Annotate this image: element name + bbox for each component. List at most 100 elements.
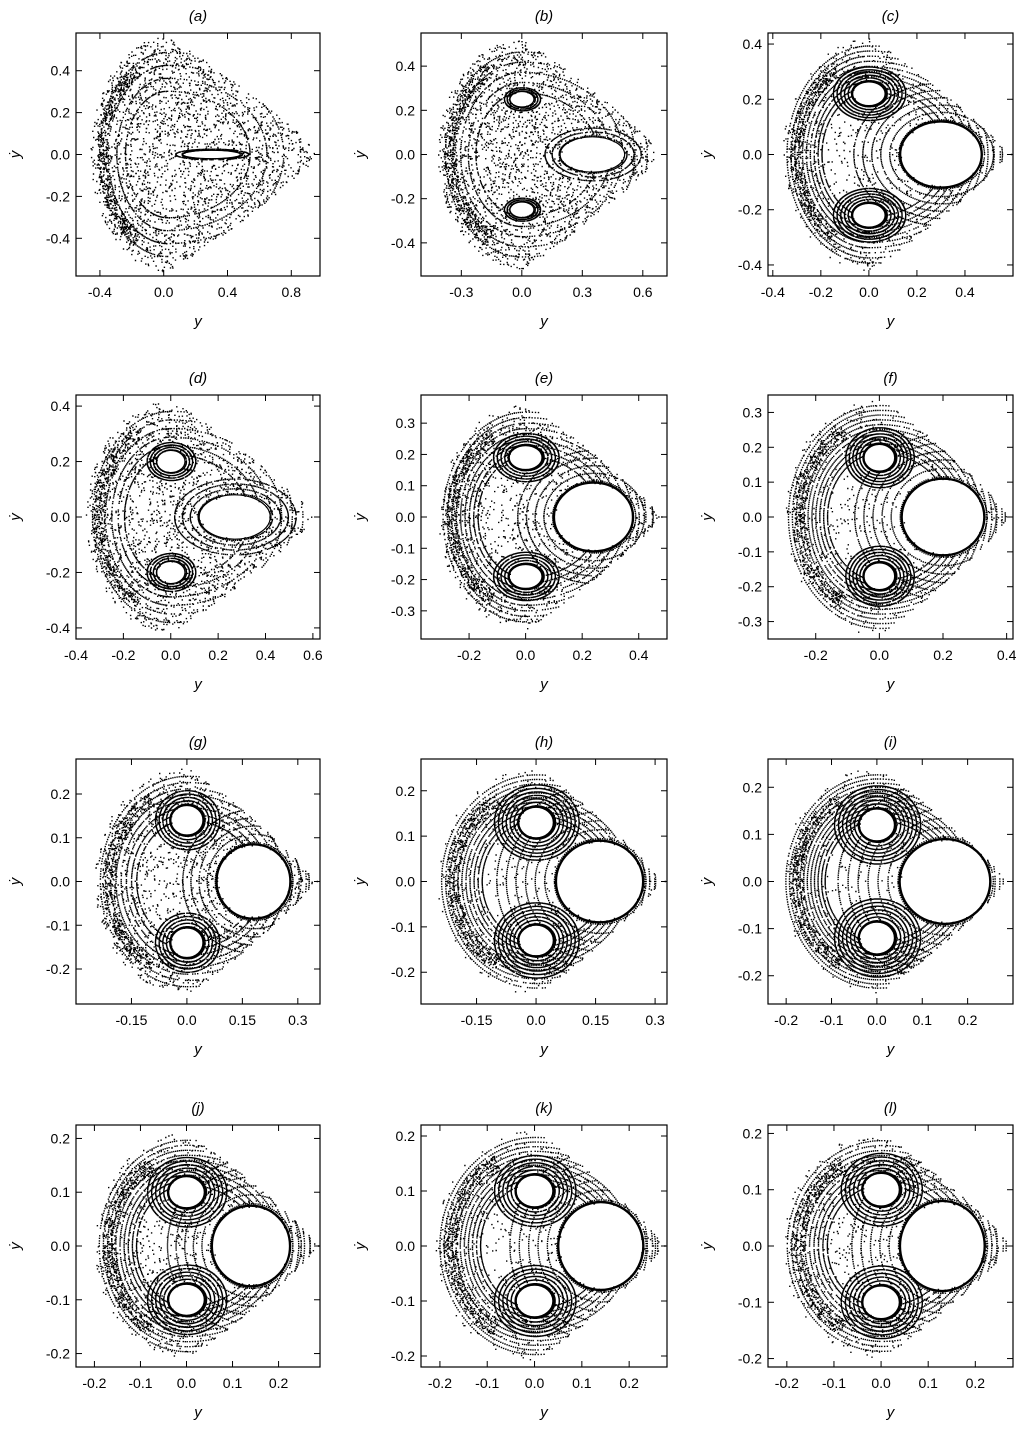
panel-e: (e) y ẏ -0.2 0.0 0.2 0.4 -0.3 -0.2 -0.1 0.0 0.1 0.2 0… xyxy=(352,370,667,693)
x-tick-label: 0.3 xyxy=(645,1012,665,1028)
y-tick-label: 0.2 xyxy=(743,779,763,795)
x-axis-label: y xyxy=(193,1041,203,1058)
x-tick-label: -0.1 xyxy=(819,1012,843,1028)
y-tick-label: -0.2 xyxy=(46,564,70,580)
x-tick-label: -0.2 xyxy=(457,647,481,663)
panel-title: (h) xyxy=(535,734,553,751)
panel-title: (g) xyxy=(189,734,207,751)
x-tick-label: 0.4 xyxy=(955,284,975,300)
y-tick-label: -0.4 xyxy=(46,620,70,636)
y-tick-label: -0.4 xyxy=(46,230,70,246)
y-tick-label: 0.0 xyxy=(743,874,763,890)
y-axis-label: ẏ xyxy=(7,876,24,886)
x-tick-label: 0.2 xyxy=(907,284,927,300)
x-axis-label: y xyxy=(886,1404,896,1421)
x-tick-label: 0.6 xyxy=(633,284,653,300)
island-curve xyxy=(510,92,534,107)
x-tick-label: 0.2 xyxy=(269,1375,289,1391)
y-tick-label: 0.4 xyxy=(743,36,763,52)
panel-title: (l) xyxy=(884,1100,897,1117)
y-tick-label: 0.2 xyxy=(396,102,416,118)
y-axis-label: ẏ xyxy=(699,1241,716,1251)
x-tick-label: -0.1 xyxy=(822,1375,846,1391)
y-tick-label: 0.4 xyxy=(396,58,416,74)
y-tick-label: 0.0 xyxy=(51,509,71,525)
panel-h: (h) y ẏ -0.15 0.0 0.15 0.3 -0.2 -0.1 0.0 0.1 0.2 xyxy=(352,734,667,1058)
y-tick-label: -0.2 xyxy=(738,1351,762,1367)
y-tick-label: 0.0 xyxy=(743,147,763,163)
y-tick-label: 0.2 xyxy=(396,783,416,799)
panel-title: (j) xyxy=(191,1100,204,1117)
y-tick-label: -0.2 xyxy=(46,1346,70,1362)
x-axis-label: y xyxy=(193,313,203,330)
island-curve xyxy=(510,202,534,217)
y-tick-label: -0.2 xyxy=(46,188,70,204)
y-tick-label: -0.4 xyxy=(391,235,415,251)
y-tick-label: 0.1 xyxy=(396,828,416,844)
x-tick-label: -0.2 xyxy=(775,1375,799,1391)
section-points xyxy=(96,1135,319,1356)
x-tick-label: 0.2 xyxy=(619,1375,639,1391)
island-curve xyxy=(216,844,290,918)
y-tick-label: 0.2 xyxy=(396,446,416,462)
y-tick-label: -0.1 xyxy=(46,917,70,933)
y-tick-label: -0.2 xyxy=(738,202,762,218)
x-tick-label: 0.0 xyxy=(871,1375,891,1391)
panel-l: (l) y ẏ -0.2 -0.1 0.0 0.1 0.2 -0.2 -0.1 0.0 0.1 0.2 xyxy=(699,1100,1013,1421)
y-axis-label: ẏ xyxy=(7,149,24,159)
x-tick-label: 0.8 xyxy=(282,284,302,300)
y-axis-label: ẏ xyxy=(699,149,716,159)
panel-c: (c) y ẏ -0.4 -0.2 0.0 0.2 0.4 -0.4 -0.2 0.0 0.2 0.4 xyxy=(699,8,1013,330)
y-tick-label: -0.3 xyxy=(738,614,762,630)
x-tick-label: -0.1 xyxy=(475,1375,499,1391)
x-tick-label: 0.4 xyxy=(218,284,238,300)
x-axis-label: y xyxy=(539,1404,549,1421)
panel-title: (d) xyxy=(189,370,207,387)
y-tick-label: 0.4 xyxy=(51,398,71,414)
x-tick-label: 0.0 xyxy=(512,284,532,300)
island-curve xyxy=(170,805,203,836)
panel-title: (i) xyxy=(884,734,897,751)
y-tick-label: 0.0 xyxy=(51,874,71,890)
island-curve xyxy=(168,1284,205,1316)
panel-title: (c) xyxy=(882,8,900,25)
section-points xyxy=(95,769,318,991)
y-tick-label: 0.2 xyxy=(51,454,71,470)
y-tick-label: 0.2 xyxy=(396,1128,416,1144)
x-tick-label: -0.3 xyxy=(449,284,473,300)
island-curve xyxy=(852,203,886,228)
island-curve xyxy=(509,445,543,470)
section-points xyxy=(439,406,662,628)
island-curve xyxy=(516,1175,554,1208)
island-curve xyxy=(863,444,895,472)
x-tick-label: -0.2 xyxy=(804,647,828,663)
y-tick-label: -0.2 xyxy=(391,1348,415,1364)
panel-d: (d) y ẏ -0.4 -0.2 0.0 0.2 0.4 0.6 -0.4 -0.2 0.0 0.2 0… xyxy=(7,370,323,693)
y-tick-label: -0.1 xyxy=(738,544,762,560)
x-axis-label: y xyxy=(539,676,549,693)
x-axis-label: y xyxy=(539,313,549,330)
y-tick-label: -0.1 xyxy=(391,919,415,935)
y-tick-label: -0.4 xyxy=(738,257,762,273)
x-tick-label: 0.0 xyxy=(859,284,879,300)
x-tick-label: 0.2 xyxy=(958,1012,978,1028)
x-tick-label: 0.0 xyxy=(526,1012,546,1028)
y-axis-label: ẏ xyxy=(352,149,369,159)
y-axis-label: ẏ xyxy=(7,1241,24,1251)
panel-k: (k) y ẏ -0.2 -0.1 0.0 0.1 0.2 -0.2 -0.1 0.0 0.1 0.2 xyxy=(352,1100,667,1421)
island-curve xyxy=(518,807,554,839)
x-tick-label: 0.1 xyxy=(913,1012,933,1028)
section-points xyxy=(91,38,316,271)
y-tick-label: 0.1 xyxy=(51,1184,71,1200)
x-tick-label: 0.4 xyxy=(997,647,1017,663)
y-tick-label: 0.2 xyxy=(743,1125,763,1141)
island-curve xyxy=(157,561,185,583)
x-tick-label: -0.15 xyxy=(461,1012,493,1028)
x-tick-label: 0.0 xyxy=(867,1012,887,1028)
y-tick-label: -0.2 xyxy=(391,964,415,980)
y-tick-label: 0.1 xyxy=(51,830,71,846)
y-axis-label: ẏ xyxy=(699,512,716,522)
y-axis-label: ẏ xyxy=(7,512,24,522)
island-curve xyxy=(168,1176,205,1208)
y-tick-label: 0.3 xyxy=(396,415,416,431)
